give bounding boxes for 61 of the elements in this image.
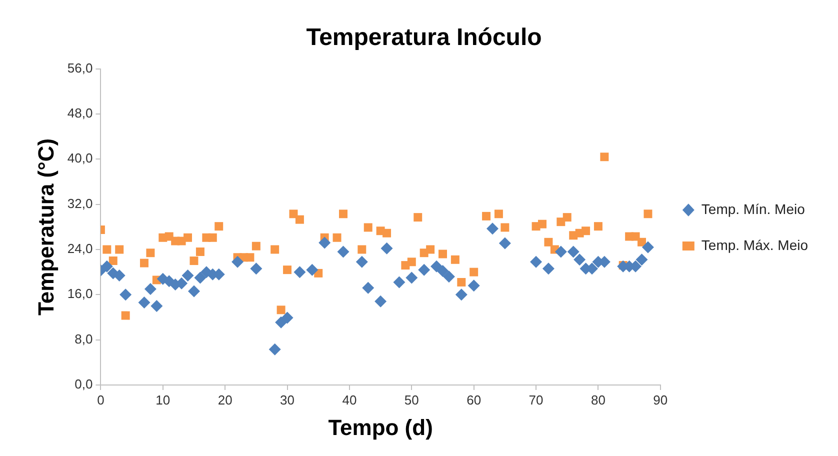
point (418, 264, 430, 276)
point (374, 295, 387, 308)
y-tick-label: 24,0 (67, 241, 93, 256)
point (436, 264, 449, 277)
point (182, 269, 194, 282)
point (294, 266, 306, 278)
point (542, 262, 554, 275)
point (393, 276, 406, 288)
point (275, 316, 288, 328)
point (250, 262, 262, 275)
point (442, 270, 455, 283)
point (100, 260, 113, 272)
point (642, 241, 654, 254)
point (281, 312, 294, 324)
point (232, 256, 244, 268)
y-tick-label: 56,0 (67, 60, 93, 76)
point (380, 242, 393, 254)
y-tick-label: 40,0 (67, 150, 93, 166)
point (194, 272, 206, 284)
x-axis-title: Tempo (d) (328, 414, 433, 440)
x-tick-label: 60 (466, 392, 482, 408)
legend-label: Temp. Mín. Meio (701, 200, 806, 217)
point (455, 288, 468, 301)
point (337, 246, 350, 258)
x-tick-label: 40 (342, 392, 357, 408)
point (268, 343, 281, 356)
point (150, 300, 163, 312)
x-tick-label: 10 (156, 392, 170, 408)
chart-title: Temperatura Inóculo (306, 24, 542, 52)
point (120, 288, 132, 301)
point (362, 282, 374, 294)
x-tick-label: 30 (280, 392, 295, 408)
x-tick-label: 90 (653, 392, 668, 408)
point (406, 272, 418, 284)
point (144, 283, 156, 296)
point (306, 264, 318, 276)
point (356, 256, 368, 268)
x-tick-label: 0 (97, 392, 104, 408)
point (636, 254, 648, 266)
x-tick-label: 20 (218, 392, 232, 408)
point (188, 285, 200, 298)
point (574, 254, 586, 266)
point (498, 237, 511, 250)
y-tick-label: 32,0 (67, 196, 93, 211)
point (567, 246, 580, 258)
point (486, 222, 498, 235)
point (554, 246, 567, 258)
y-tick-label: 0,0 (74, 376, 93, 392)
x-tick-label: 50 (404, 392, 419, 408)
y-axis-title: Temperatura (°C) (33, 138, 58, 316)
point (318, 236, 331, 249)
x-tick-label: 80 (590, 392, 606, 408)
x-tick-label: 70 (528, 392, 544, 408)
legend-label: Temp. Máx. Meio (701, 236, 808, 253)
y-tick-label: 16,0 (67, 286, 93, 302)
point (530, 256, 542, 268)
point (138, 296, 150, 309)
y-tick-label: 8,0 (74, 331, 93, 346)
point (468, 280, 480, 292)
y-tick-label: 48,0 (67, 106, 93, 121)
point (430, 260, 443, 272)
